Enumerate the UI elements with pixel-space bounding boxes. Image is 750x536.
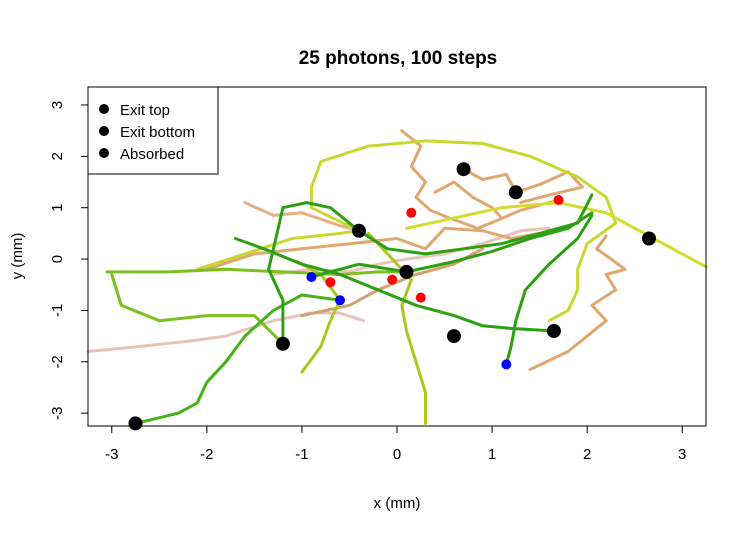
absorbed-point-3 bbox=[501, 359, 512, 370]
legend-label-exit-top: Exit top bbox=[120, 102, 170, 119]
legend-box bbox=[87, 86, 219, 175]
photon-path-18 bbox=[267, 193, 594, 346]
exit-top-point-9 bbox=[642, 231, 656, 246]
exit-bottom-point-2 bbox=[387, 274, 398, 285]
y-tick-label: 3 bbox=[49, 101, 66, 109]
exit-top-point-2 bbox=[275, 336, 290, 351]
legend-label-absorbed: Absorbed bbox=[120, 146, 184, 163]
exit-top-point-6 bbox=[447, 329, 461, 344]
photon-paths bbox=[86, 129, 708, 425]
photon-endpoints bbox=[128, 162, 656, 431]
exit-top-point-8 bbox=[546, 324, 561, 338]
x-tick-label: 0 bbox=[393, 446, 401, 463]
photon-path-3 bbox=[243, 201, 361, 233]
y-tick-label: 0 bbox=[49, 255, 66, 263]
legend-marker-absorbed bbox=[99, 148, 109, 158]
y-tick-label: -1 bbox=[49, 304, 66, 317]
absorbed-point-2 bbox=[335, 295, 345, 306]
absorbed-point-1 bbox=[306, 272, 317, 282]
photon-path-21 bbox=[309, 211, 594, 279]
exit-bottom-point-3 bbox=[406, 207, 417, 218]
photon-path-14 bbox=[295, 260, 342, 374]
x-tick-label: 1 bbox=[488, 446, 496, 463]
photon-path-7 bbox=[433, 180, 504, 220]
photon-path-4 bbox=[205, 226, 542, 271]
photon-path-6 bbox=[462, 167, 584, 205]
exit-top-point-4 bbox=[399, 264, 414, 279]
photon-path-12 bbox=[405, 201, 708, 269]
y-axis: -3 -2 -1 0 1 2 3 bbox=[49, 101, 88, 420]
photon-path-10 bbox=[309, 139, 618, 323]
exit-bottom-point-4 bbox=[415, 292, 426, 303]
photon-path-15 bbox=[105, 267, 408, 276]
y-tick-label: 2 bbox=[49, 152, 66, 160]
y-tick-label: 1 bbox=[49, 204, 66, 212]
exit-top-point-5 bbox=[456, 162, 471, 177]
x-tick-label: -3 bbox=[105, 446, 118, 463]
photon-path-8 bbox=[528, 234, 627, 371]
x-tick-label: -1 bbox=[295, 446, 308, 463]
photon-path-20 bbox=[504, 213, 594, 366]
legend: Exit top Exit bottom Absorbed bbox=[87, 86, 219, 175]
legend-marker-exit-top bbox=[99, 104, 109, 114]
exit-bottom-point-5 bbox=[553, 195, 564, 205]
legend-marker-exit-bottom bbox=[99, 126, 109, 136]
chart-title: 25 photons, 100 steps bbox=[299, 48, 498, 69]
x-axis-label: x (mm) bbox=[374, 495, 421, 512]
exit-bottom-point-1 bbox=[325, 277, 336, 288]
photon-path-5 bbox=[400, 129, 561, 230]
photon-path-16 bbox=[110, 273, 285, 346]
y-tick-label: -2 bbox=[49, 355, 66, 368]
exit-top-point-3 bbox=[352, 223, 366, 238]
photon-path-13 bbox=[367, 231, 427, 425]
x-tick-label: 3 bbox=[678, 446, 686, 463]
y-axis-label: y (mm) bbox=[9, 233, 26, 280]
photon-path-17 bbox=[134, 293, 342, 425]
x-tick-label: 2 bbox=[583, 446, 591, 463]
exit-top-point-1 bbox=[128, 416, 143, 431]
photon-path-19 bbox=[233, 237, 556, 333]
photon-path-11 bbox=[195, 229, 361, 271]
y-tick-label: -3 bbox=[49, 406, 66, 419]
x-axis: -3 -2 -1 0 1 2 3 bbox=[105, 426, 686, 463]
legend-label-exit-bottom: Exit bottom bbox=[120, 124, 195, 141]
x-tick-label: -2 bbox=[200, 446, 213, 463]
exit-top-point-7 bbox=[508, 185, 523, 200]
